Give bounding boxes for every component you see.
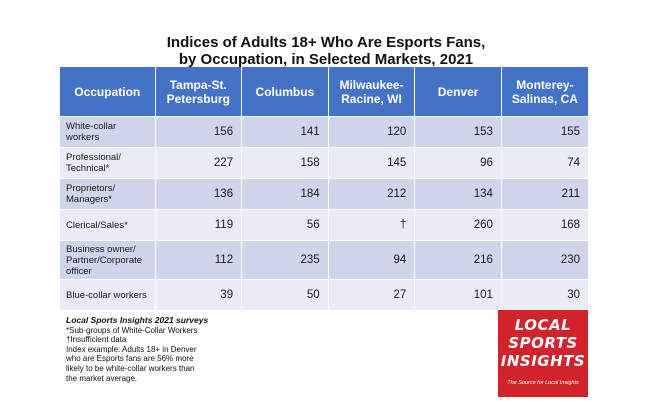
column-header-tampa: Tampa-St. Petersburg <box>155 67 243 117</box>
data-table: Occupation Tampa-St. Petersburg Columbus… <box>60 67 588 310</box>
table-cell: 120 <box>328 116 416 148</box>
row-label: Business owner/ Partner/Corporate office… <box>60 240 156 280</box>
row-label: Proprietors/ Managers* <box>60 178 156 210</box>
row-label: Professional/ Technical* <box>60 147 156 179</box>
table-cell: 39 <box>155 279 243 310</box>
table-row: Business owner/ Partner/Corporate office… <box>60 240 588 280</box>
table-cell: 50 <box>241 279 329 310</box>
table-row: Professional/ Technical* 227 158 145 96 … <box>60 147 588 179</box>
table-cell: 56 <box>241 209 329 241</box>
table-cell: 30 <box>501 279 588 310</box>
column-header-occupation: Occupation <box>60 67 156 117</box>
table-cell: 216 <box>414 240 502 280</box>
footnotes: Local Sports Insights 2021 surveys *Sub-… <box>66 315 266 383</box>
table-cell: 101 <box>414 279 502 310</box>
table-cell: 235 <box>241 240 329 280</box>
chart-title: Indices of Adults 18+ Who Are Esports Fa… <box>0 34 652 68</box>
table-row: Proprietors/ Managers* 136 184 212 134 2… <box>60 178 588 210</box>
source-note: Local Sports Insights 2021 surveys <box>66 315 209 325</box>
row-label: White-collar workers <box>60 116 156 148</box>
local-sports-insights-logo: LOCAL SPORTS INSIGHTS The Source for Loc… <box>498 310 588 397</box>
column-header-monterey: Monterey-Salinas, CA <box>501 67 588 117</box>
table-cell: 156 <box>155 116 243 148</box>
table-cell: 230 <box>501 240 588 280</box>
column-header-denver: Denver <box>414 67 502 117</box>
footnote-line: *Sub-groups of White-Collar Workers <box>66 325 198 335</box>
table-cell: 260 <box>414 209 502 241</box>
column-header-milwaukee: Milwaukee-Racine, WI <box>328 67 416 117</box>
footnote-line: likely to be white-collar workers than <box>66 363 195 373</box>
table-cell: 94 <box>328 240 416 280</box>
chart-title-line-1: Indices of Adults 18+ Who Are Esports Fa… <box>166 34 486 51</box>
table-row: White-collar workers 156 141 120 153 155 <box>60 116 588 148</box>
table-row: Blue-collar workers 39 50 27 101 30 <box>60 279 588 310</box>
footnote-line: the market average. <box>66 373 138 383</box>
table-cell: 112 <box>155 240 243 280</box>
table-cell: 119 <box>155 209 243 241</box>
table-cell: 134 <box>414 178 502 210</box>
footnote-line: who are Esports fans are 56% more <box>66 354 194 364</box>
column-header-columbus: Columbus <box>241 67 329 117</box>
table-cell: 168 <box>501 209 588 241</box>
table-cell: 27 <box>328 279 416 310</box>
table-cell: 136 <box>155 178 243 210</box>
table-cell: 211 <box>501 178 588 210</box>
logo-word: INSIGHTS <box>500 352 586 370</box>
footnote-line: Index example: Adults 18+ in Denver <box>66 344 197 354</box>
table-cell: 74 <box>501 147 588 179</box>
logo-tagline: The Source for Local Insights <box>507 380 579 386</box>
table-cell: 145 <box>328 147 416 179</box>
table-row: Clerical/Sales* 119 56 † 260 168 <box>60 209 588 241</box>
table-cell: 212 <box>328 178 416 210</box>
table-header-row: Occupation Tampa-St. Petersburg Columbus… <box>60 67 588 117</box>
logo-word: LOCAL <box>514 316 572 334</box>
table-cell: 96 <box>414 147 502 179</box>
row-label: Blue-collar workers <box>60 279 156 310</box>
table-cell: 141 <box>241 116 329 148</box>
table-cell: 155 <box>501 116 588 148</box>
table-cell: 153 <box>414 116 502 148</box>
logo-word: SPORTS <box>508 334 578 352</box>
table-cell: 184 <box>241 178 329 210</box>
table-cell: 227 <box>155 147 243 179</box>
footnote-line: †Insufficient data <box>66 335 127 345</box>
table-cell: 158 <box>241 147 329 179</box>
row-label: Clerical/Sales* <box>60 209 156 241</box>
table-cell: † <box>328 209 416 241</box>
chart-title-line-2: by Occupation, in Selected Markets, 2021 <box>178 51 474 68</box>
